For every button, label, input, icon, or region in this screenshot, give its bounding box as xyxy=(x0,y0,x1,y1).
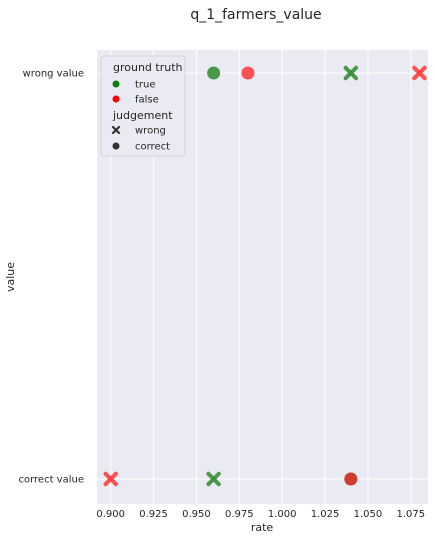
x-tick-label: 1.075 xyxy=(397,509,426,520)
legend-style-title: judgement xyxy=(112,109,173,122)
x-tick-label: 0.950 xyxy=(182,509,211,520)
legend-wrong-marker xyxy=(111,125,121,135)
x-axis-label: rate xyxy=(251,521,274,534)
data-point-correct xyxy=(207,66,221,80)
y-tick-label: wrong value xyxy=(23,69,84,80)
chart-title: q_1_farmers_value xyxy=(190,7,321,23)
x-tick-label: 0.975 xyxy=(225,509,254,520)
legend: ground truth true false judgement wrong … xyxy=(100,55,186,157)
legend-false-marker xyxy=(112,95,120,103)
x-tick-label: 1.000 xyxy=(268,509,297,520)
data-point-correct xyxy=(241,66,255,80)
legend-correct-label: correct xyxy=(135,142,170,153)
x-tick-label: 1.050 xyxy=(354,509,383,520)
x-tick-label: 0.925 xyxy=(139,509,168,520)
legend-hue-title: ground truth xyxy=(113,61,183,74)
x-tick-labels: 0.900 0.925 0.950 0.975 1.000 1.025 1.050 1.075 xyxy=(96,509,425,520)
data-points xyxy=(103,65,427,487)
x-tick-label: 1.025 xyxy=(311,509,340,520)
legend-wrong-label: wrong xyxy=(135,126,166,137)
y-axis-label: value xyxy=(4,262,17,292)
legend-false-label: false xyxy=(135,95,159,106)
legend-correct-marker xyxy=(112,142,120,150)
legend-box xyxy=(100,55,186,157)
data-point-correct xyxy=(344,472,358,486)
legend-true-marker xyxy=(112,80,120,88)
data-point-correct xyxy=(344,472,358,486)
legend-true-label: true xyxy=(135,80,156,91)
x-tick-label: 0.900 xyxy=(96,509,125,520)
data-point-wrong xyxy=(206,471,221,487)
data-point-wrong xyxy=(412,65,427,81)
data-point-wrong xyxy=(103,471,118,487)
data-point-wrong xyxy=(343,65,359,81)
y-tick-label: correct value xyxy=(18,475,84,486)
y-tick-labels: wrong value correct value xyxy=(18,69,84,486)
